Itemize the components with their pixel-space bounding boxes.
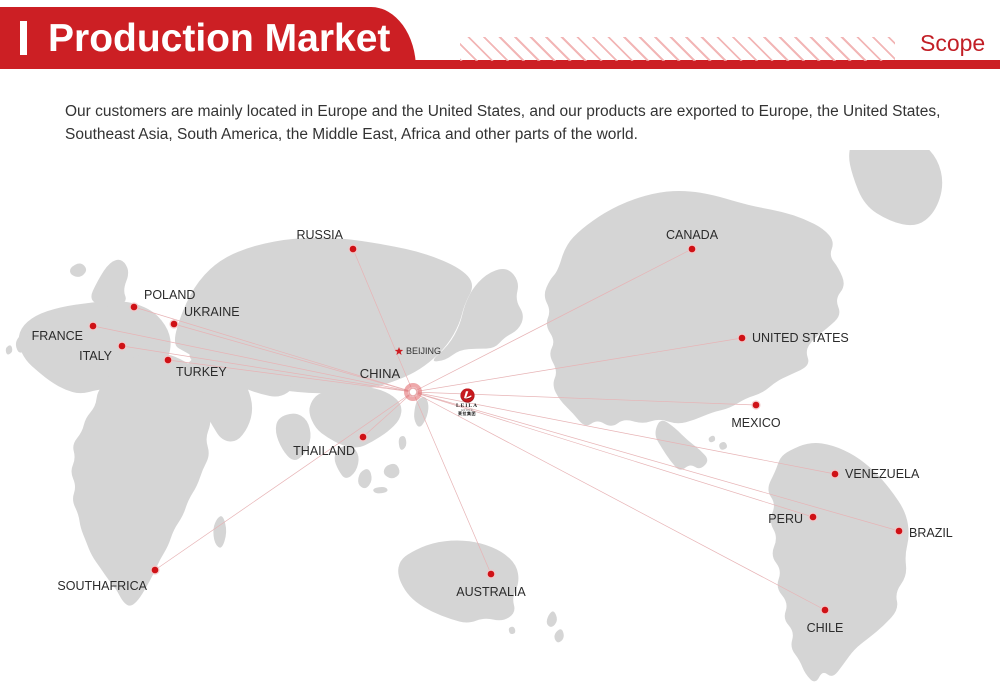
- svg-text:AUSTRALIA: AUSTRALIA: [456, 585, 526, 599]
- svg-text:PERU: PERU: [768, 512, 803, 526]
- svg-text:THAILAND: THAILAND: [293, 444, 355, 458]
- svg-text:UNITED STATES: UNITED STATES: [752, 331, 849, 345]
- svg-text:CHINA: CHINA: [360, 366, 401, 381]
- svg-text:FRANCE: FRANCE: [32, 329, 83, 343]
- svg-text:VENEZUELA: VENEZUELA: [845, 467, 920, 481]
- svg-text:CHILE: CHILE: [807, 621, 844, 635]
- svg-text:MEXICO: MEXICO: [731, 416, 781, 430]
- svg-text:BRAZIL: BRAZIL: [909, 526, 953, 540]
- svg-text:CANADA: CANADA: [666, 228, 719, 242]
- svg-text:POLAND: POLAND: [144, 288, 195, 302]
- svg-text:BEIJING: BEIJING: [406, 346, 441, 356]
- svg-text:SOUTHAFRICA: SOUTHAFRICA: [57, 579, 147, 593]
- svg-text:RUSSIA: RUSSIA: [296, 228, 343, 242]
- svg-text:ITALY: ITALY: [79, 349, 113, 363]
- svg-text:UKRAINE: UKRAINE: [184, 305, 240, 319]
- svg-text:TURKEY: TURKEY: [176, 365, 227, 379]
